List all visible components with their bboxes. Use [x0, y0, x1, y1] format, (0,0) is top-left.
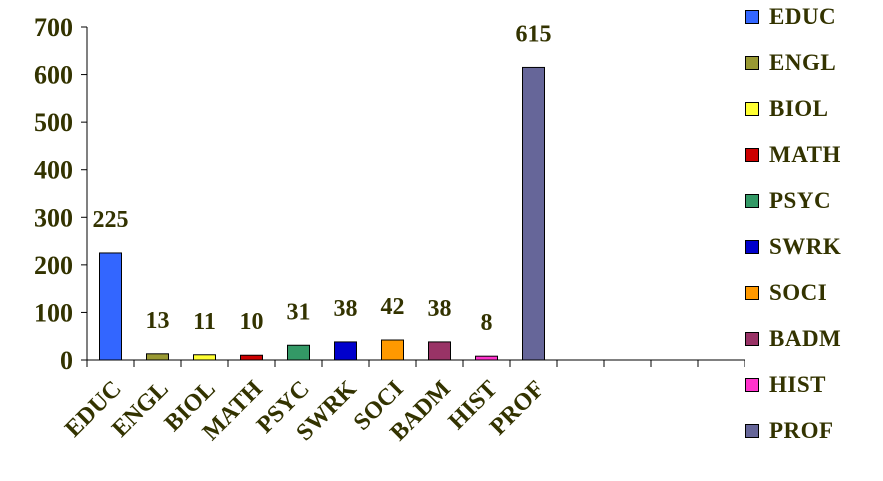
y-tick-label: 500 — [34, 108, 73, 137]
legend-label: ENGL — [769, 50, 837, 75]
y-tick-label: 600 — [34, 61, 73, 90]
legend-label: SOCI — [769, 280, 828, 305]
y-tick-label: 300 — [34, 203, 73, 232]
bar-math — [240, 354, 263, 361]
legend-item-psyc: PSYC — [745, 186, 831, 216]
legend-swatch — [745, 286, 759, 300]
legend-swatch — [745, 378, 759, 392]
legend-item-soci: SOCI — [745, 278, 827, 308]
bar-prof — [522, 66, 545, 361]
legend-swatch — [745, 10, 759, 24]
bar-chart: 0 100 200 300 400 500 600 700 EDUCENGLBIOLMATHP… — [34, 13, 745, 446]
bar-biol — [193, 354, 216, 361]
data-label-educ: 225 — [93, 207, 129, 233]
data-label-swrk: 38 — [334, 296, 358, 322]
bar-engl — [146, 353, 169, 361]
legend-item-engl: ENGL — [745, 48, 836, 78]
data-label-engl: 13 — [146, 308, 170, 334]
bar-educ — [99, 252, 122, 361]
data-label-prof: 615 — [516, 21, 552, 47]
x-tick-label-prof: PROF — [485, 376, 550, 441]
legend-swatch — [745, 56, 759, 70]
legend-label: SWRK — [769, 234, 842, 259]
data-label-soci: 42 — [381, 294, 405, 320]
bar-swrk — [334, 341, 357, 361]
y-tick-label: 200 — [34, 251, 73, 280]
bar-badm — [428, 341, 451, 361]
legend-swatch — [745, 102, 759, 116]
legend-label: MATH — [769, 142, 841, 167]
legend-item-prof: PROF — [745, 416, 834, 446]
data-label-hist: 8 — [481, 310, 493, 336]
bar-psyc — [287, 344, 310, 361]
legend-label: HIST — [769, 372, 826, 397]
data-label-biol: 11 — [193, 309, 216, 335]
y-tick-label: 400 — [34, 156, 73, 185]
data-label-psyc: 31 — [287, 299, 311, 325]
legend-item-educ: EDUC — [745, 2, 836, 32]
y-tick-label: 0 — [60, 346, 73, 375]
legend-label: BADM — [769, 326, 842, 351]
legend-item-badm: BADM — [745, 324, 841, 354]
legend-swatch — [745, 194, 759, 208]
legend-label: BIOL — [769, 96, 829, 121]
data-labels: 225 13 11 10 31 38 42 38 8 615 — [93, 21, 552, 336]
bar-hist — [475, 355, 498, 361]
legend-label: EDUC — [769, 4, 837, 29]
legend-item-biol: BIOL — [745, 94, 829, 124]
legend-item-math: MATH — [745, 140, 841, 170]
legend-swatch — [745, 148, 759, 162]
legend-label: PSYC — [769, 188, 832, 213]
data-label-math: 10 — [240, 309, 264, 335]
legend-item-hist: HIST — [745, 370, 826, 400]
bars — [99, 66, 545, 361]
legend-swatch — [745, 332, 759, 346]
y-tick-label: 700 — [34, 13, 73, 42]
y-axis: 0 100 200 300 400 500 600 700 — [34, 13, 88, 375]
y-tick-label: 100 — [34, 298, 73, 327]
legend-swatch — [745, 240, 759, 254]
bar-soci — [381, 339, 404, 361]
data-label-badm: 38 — [428, 296, 452, 322]
legend-label: PROF — [769, 418, 834, 443]
legend-item-swrk: SWRK — [745, 232, 841, 262]
legend-swatch — [745, 424, 759, 438]
